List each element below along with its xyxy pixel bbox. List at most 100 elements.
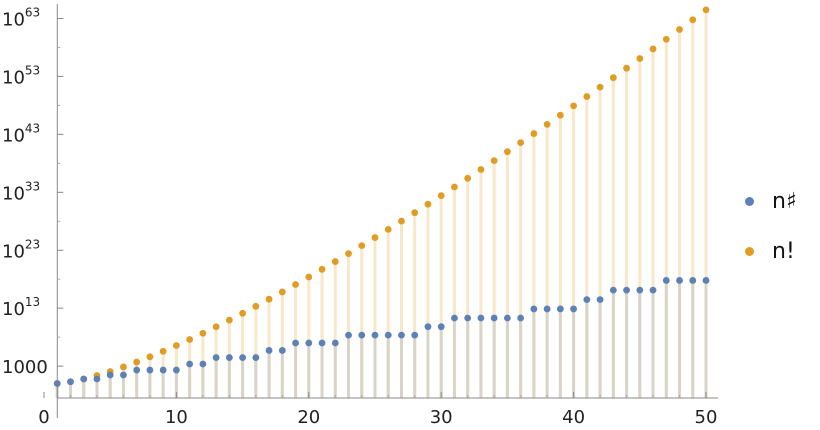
point-factorial: [318, 265, 326, 273]
point-factorial: [146, 353, 154, 361]
point-factorial: [199, 329, 207, 337]
point-factorial: [305, 273, 313, 281]
point-factorial: [345, 250, 352, 258]
point-factorial: [278, 288, 286, 296]
point-primorial: [437, 323, 445, 331]
point-factorial: [133, 358, 141, 366]
point-primorial: [609, 286, 617, 294]
point-primorial: [570, 305, 577, 313]
y-tick-label: 1063: [2, 5, 40, 30]
point-factorial: [451, 183, 458, 191]
point-factorial: [239, 309, 247, 317]
point-primorial: [146, 366, 154, 374]
point-primorial: [67, 378, 74, 386]
point-primorial: [649, 286, 657, 294]
point-primorial: [702, 277, 710, 284]
point-primorial: [358, 331, 366, 339]
point-primorial: [623, 286, 630, 294]
x-tick-label: 10: [165, 407, 188, 428]
point-primorial: [662, 277, 670, 284]
point-primorial: [689, 277, 697, 284]
y-tick-label: 1023: [2, 237, 40, 262]
point-factorial: [583, 93, 591, 100]
point-factorial: [411, 209, 419, 217]
point-factorial: [159, 347, 167, 355]
point-factorial: [662, 35, 670, 43]
legend-label-factorial: n!: [772, 238, 795, 264]
point-factorial: [384, 225, 392, 233]
point-primorial: [318, 339, 326, 347]
point-factorial: [504, 148, 511, 156]
point-primorial: [278, 347, 286, 354]
point-factorial: [689, 16, 697, 24]
y-tick-exponent: 53: [25, 63, 40, 77]
point-factorial: [358, 242, 366, 250]
point-primorial: [225, 354, 233, 361]
y-tick-exponent: 13: [25, 295, 40, 309]
point-primorial: [464, 314, 472, 322]
point-primorial: [106, 371, 114, 379]
point-factorial: [543, 121, 551, 128]
point-primorial: [331, 339, 339, 347]
point-primorial: [371, 331, 379, 339]
point-primorial: [543, 305, 551, 313]
y-tick-label: 1013: [2, 295, 40, 320]
point-primorial: [477, 314, 485, 322]
point-primorial: [292, 339, 299, 347]
point-factorial: [702, 6, 710, 14]
point-primorial: [490, 314, 498, 322]
point-primorial: [583, 296, 591, 303]
point-primorial: [384, 331, 392, 339]
point-primorial: [252, 354, 260, 361]
point-primorial: [53, 380, 61, 387]
point-factorial: [331, 258, 339, 265]
x-tick-label: 30: [430, 407, 453, 428]
legend-item-factorial: n!: [745, 226, 820, 276]
legend-item-primorial: n♯: [745, 176, 820, 226]
point-primorial: [212, 354, 220, 361]
x-tick-label: 50: [695, 407, 718, 428]
point-primorial: [451, 314, 458, 322]
point-primorial: [596, 296, 604, 303]
y-tick-exponent: 63: [25, 5, 40, 19]
point-factorial: [556, 111, 564, 119]
point-primorial: [556, 305, 564, 313]
point-primorial: [173, 366, 180, 374]
y-tick-label: 1043: [2, 121, 40, 146]
legend-marker-primorial: [745, 196, 754, 206]
point-factorial: [596, 83, 604, 91]
point-primorial: [120, 371, 127, 379]
legend-label-primorial: n♯: [772, 188, 797, 214]
point-factorial: [609, 74, 617, 82]
point-primorial: [398, 331, 405, 339]
x-tick-label: 40: [562, 407, 585, 428]
point-factorial: [371, 234, 379, 241]
point-primorial: [80, 375, 88, 383]
point-primorial: [517, 314, 525, 322]
point-factorial: [636, 55, 644, 62]
point-primorial: [530, 305, 538, 313]
point-factorial: [398, 217, 405, 225]
y-tick-label: 1000: [2, 357, 48, 378]
point-factorial: [570, 102, 577, 110]
point-factorial: [477, 166, 485, 173]
point-factorial: [173, 342, 180, 349]
point-primorial: [504, 314, 511, 322]
point-primorial: [411, 331, 419, 339]
point-factorial: [676, 26, 683, 33]
x-tick-label: 0: [38, 407, 49, 428]
point-factorial: [464, 174, 472, 182]
point-factorial: [265, 295, 273, 303]
y-tick-label: 1033: [2, 179, 40, 204]
point-primorial: [636, 286, 644, 294]
point-primorial: [676, 277, 683, 284]
x-tick-label: 20: [297, 407, 320, 428]
point-factorial: [186, 336, 194, 343]
point-factorial: [225, 316, 233, 324]
point-primorial: [239, 354, 247, 361]
point-primorial: [133, 366, 141, 374]
point-primorial: [186, 360, 194, 368]
point-primorial: [424, 323, 432, 331]
stem-layer: [55, 9, 708, 398]
point-primorial: [345, 331, 352, 339]
